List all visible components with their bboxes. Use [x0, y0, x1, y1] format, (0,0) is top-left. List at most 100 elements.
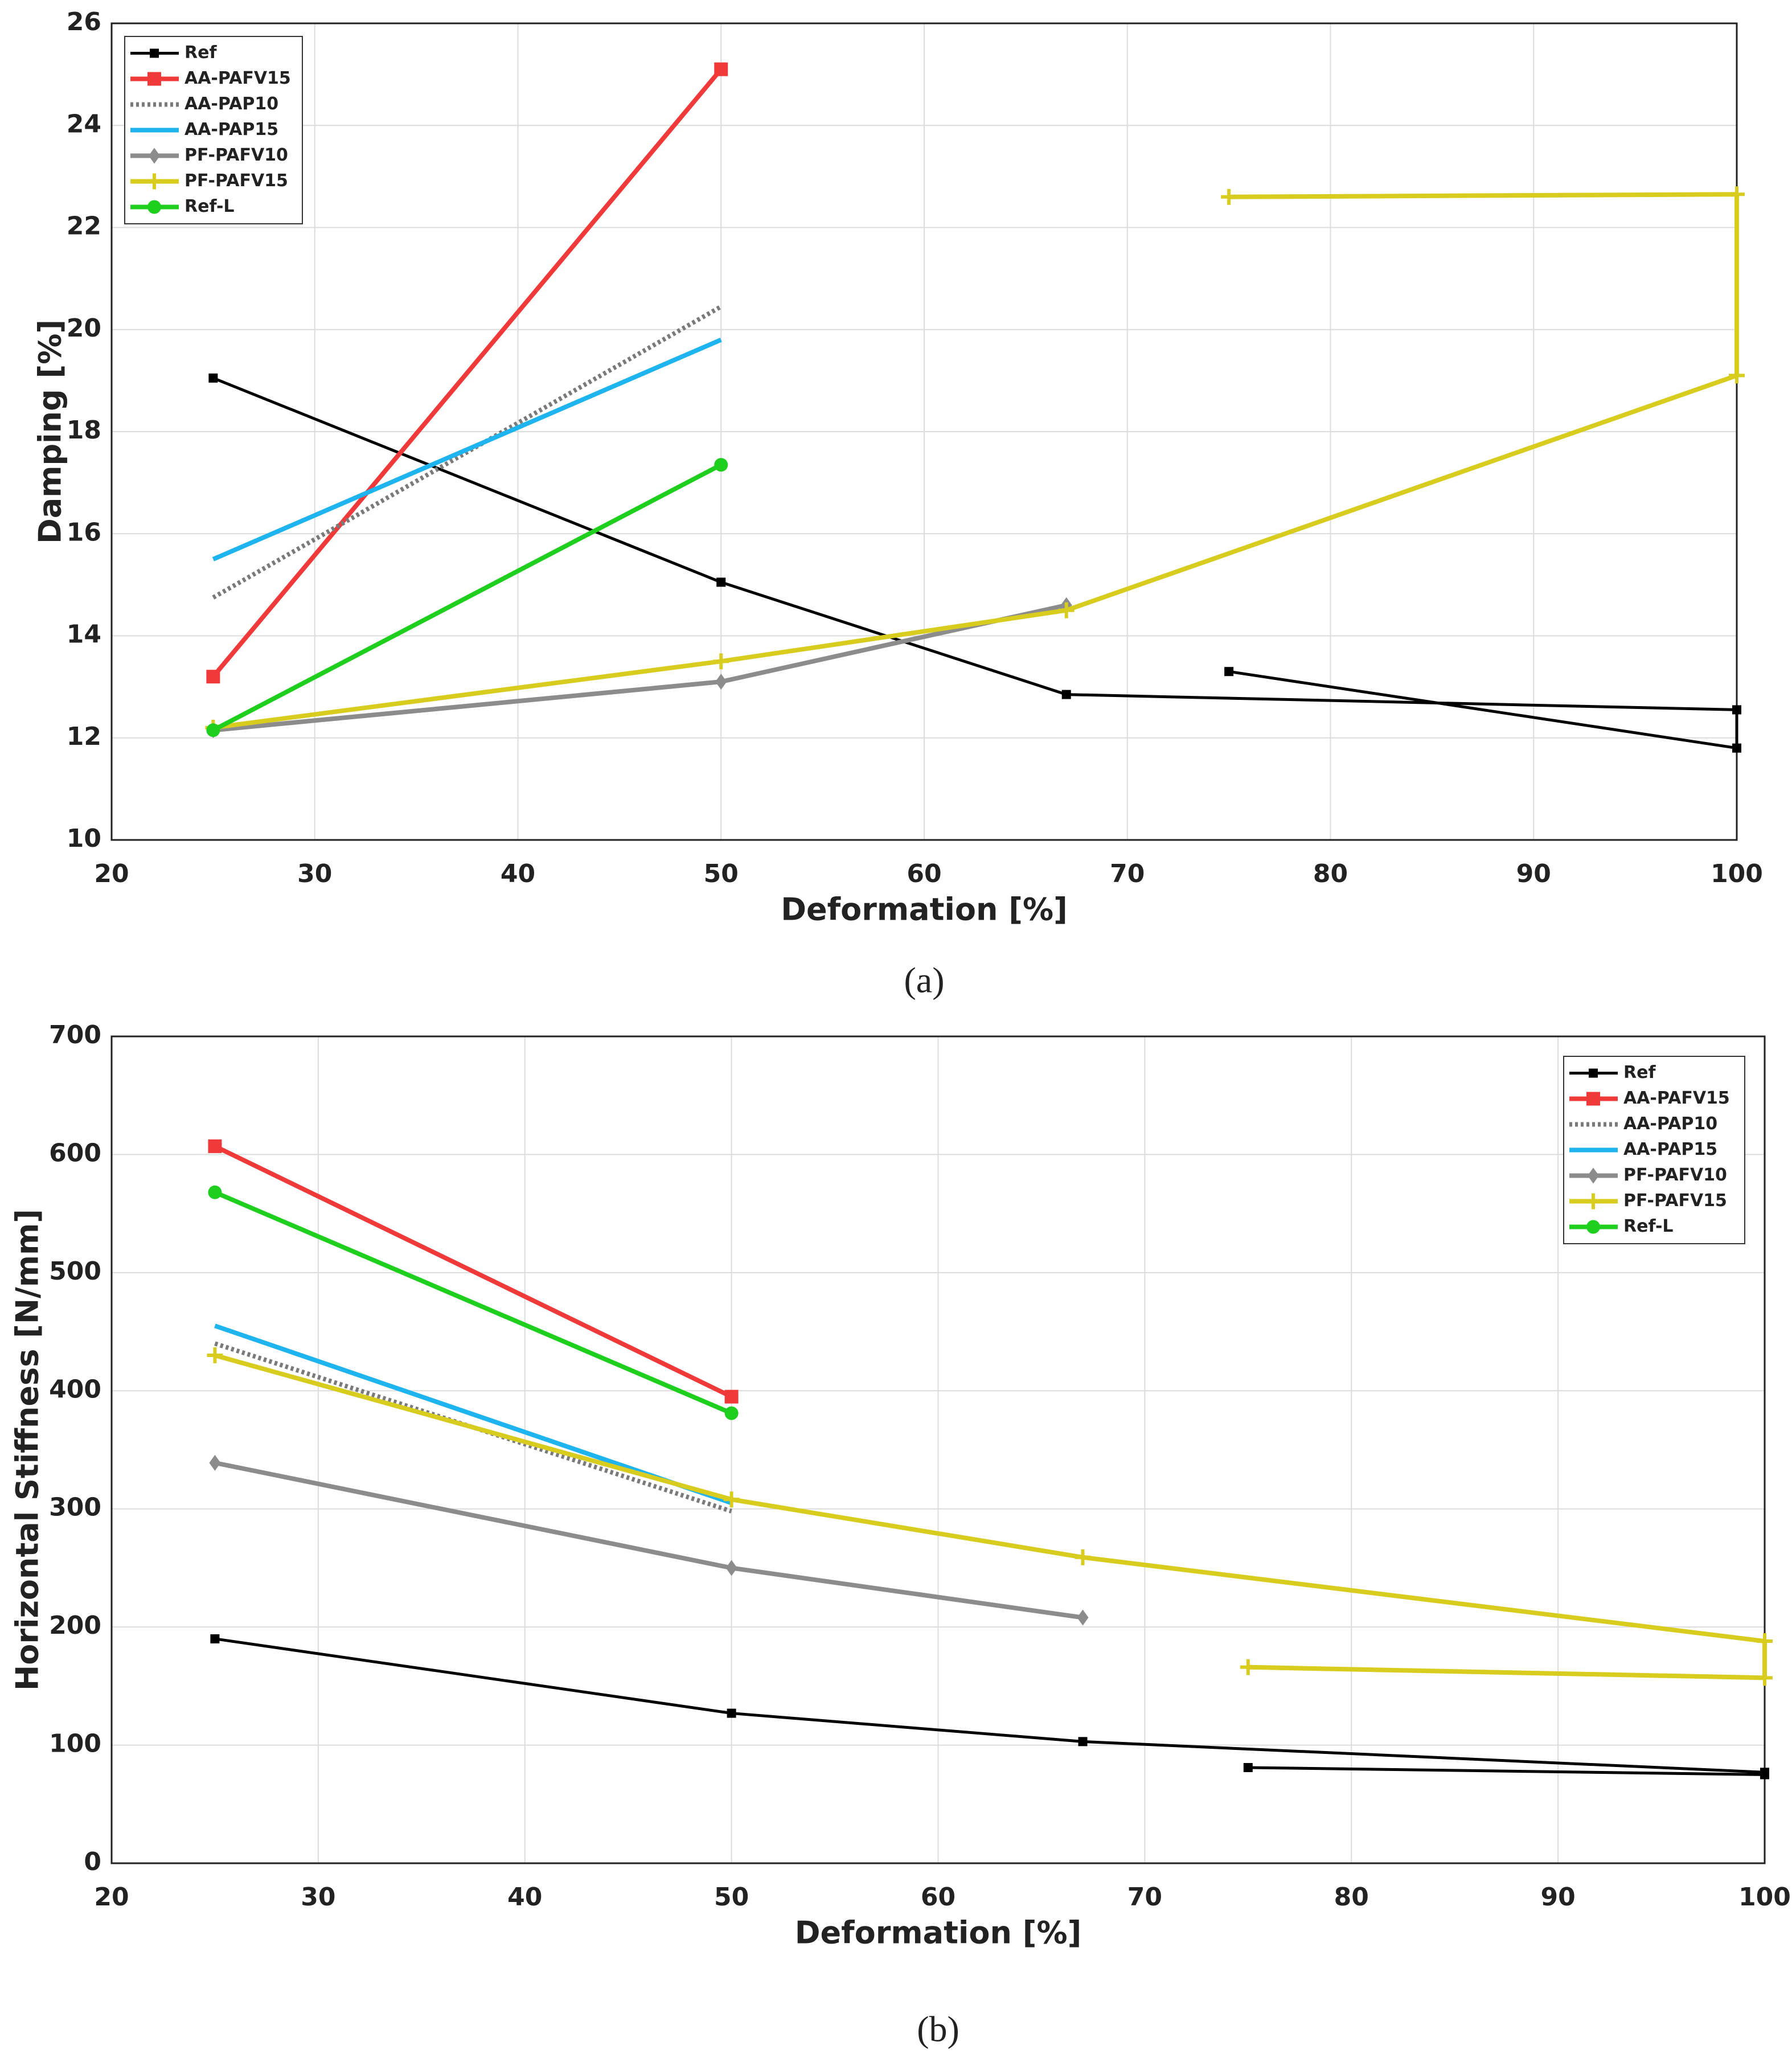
marker [727, 1708, 736, 1718]
marker [723, 1491, 740, 1508]
y-tick-label: 22 [67, 212, 101, 241]
y-axis-label: Damping [%] [32, 319, 68, 544]
y-tick-label: 26 [67, 7, 101, 36]
x-axis-label: Deformation [%] [795, 1915, 1082, 1951]
marker [1240, 1659, 1256, 1675]
series-line [212, 338, 722, 561]
marker [1586, 1220, 1600, 1234]
y-tick-label: 20 [67, 314, 101, 343]
x-tick-label: 70 [1127, 1883, 1162, 1912]
marker [149, 147, 160, 164]
legend-label: Ref [184, 43, 217, 63]
marker [1757, 1670, 1773, 1686]
x-tick-label: 90 [1516, 859, 1551, 888]
marker [716, 577, 726, 587]
marker [1078, 1737, 1088, 1747]
marker [206, 670, 220, 684]
legend-label: AA-PAFV15 [1623, 1088, 1730, 1108]
marker [1075, 1549, 1091, 1565]
x-tick-label: 60 [907, 859, 941, 888]
marker [713, 653, 729, 670]
y-tick-label: 300 [49, 1493, 101, 1522]
marker [1729, 367, 1745, 384]
y-tick-label: 100 [49, 1729, 101, 1758]
x-tick-label: 100 [1738, 1883, 1791, 1912]
marker [208, 1139, 222, 1153]
legend-label: PF-PAFV10 [1623, 1165, 1727, 1185]
series-line [212, 192, 1739, 730]
marker [1729, 186, 1745, 203]
caption: (b) [917, 2009, 959, 2049]
series-line [214, 1353, 1767, 1680]
y-tick-label: 400 [49, 1375, 101, 1404]
marker [1732, 743, 1741, 753]
marker [714, 62, 728, 76]
marker [208, 1185, 222, 1199]
y-tick-label: 14 [67, 620, 101, 649]
y-tick-label: 18 [67, 416, 101, 445]
legend-label: AA-PAP15 [1623, 1139, 1717, 1159]
legend-label: Ref [1623, 1063, 1656, 1083]
y-tick-label: 12 [67, 722, 101, 751]
series-line [214, 1190, 733, 1416]
series-line [211, 68, 723, 678]
marker [150, 48, 159, 58]
marker [1589, 1068, 1598, 1078]
series-line [214, 1144, 733, 1399]
x-tick-label: 50 [704, 859, 739, 888]
marker [209, 1454, 221, 1471]
marker [725, 1560, 737, 1576]
x-tick-label: 30 [301, 1883, 335, 1912]
x-tick-label: 20 [94, 859, 129, 888]
marker [1588, 1167, 1599, 1184]
y-tick-label: 200 [49, 1611, 101, 1640]
marker [147, 72, 161, 86]
x-axis-label: Deformation [%] [781, 892, 1068, 928]
x-tick-label: 60 [921, 1883, 956, 1912]
marker [714, 458, 728, 472]
y-axis-label: Horizontal Stiffness [N/mm] [10, 1209, 46, 1691]
marker [1585, 1193, 1601, 1210]
x-tick-label: 40 [501, 859, 535, 888]
x-tick-label: 90 [1541, 1883, 1576, 1912]
x-tick-label: 40 [507, 1883, 542, 1912]
y-tick-label: 24 [67, 109, 101, 138]
marker [147, 200, 161, 214]
x-tick-label: 20 [94, 1883, 129, 1912]
marker [1224, 667, 1234, 677]
marker [724, 1406, 739, 1420]
marker [210, 1634, 220, 1643]
y-tick-label: 0 [84, 1847, 101, 1876]
marker [146, 173, 162, 190]
legend-label: AA-PAP10 [184, 94, 278, 114]
x-tick-label: 80 [1334, 1883, 1369, 1912]
marker [1221, 188, 1237, 205]
series-line [212, 304, 723, 600]
y-tick-label: 16 [67, 518, 101, 547]
marker [1077, 1609, 1089, 1626]
series-line [214, 1341, 732, 1514]
legend-label: AA-PAFV15 [184, 68, 291, 88]
y-tick-label: 500 [49, 1257, 101, 1286]
legend-label: AA-PAP15 [184, 120, 278, 140]
series-line [212, 376, 1738, 750]
legend-label: PF-PAFV10 [184, 145, 288, 165]
marker [1058, 602, 1075, 618]
x-tick-label: 30 [297, 859, 332, 888]
caption: (a) [904, 960, 944, 1001]
x-tick-label: 70 [1110, 859, 1145, 888]
marker [1757, 1633, 1773, 1650]
legend-label: PF-PAFV15 [1623, 1191, 1727, 1211]
marker [1586, 1092, 1600, 1106]
legend-label: AA-PAP10 [1623, 1114, 1717, 1134]
x-tick-label: 50 [714, 1883, 749, 1912]
y-tick-label: 700 [49, 1020, 101, 1050]
marker [724, 1389, 739, 1404]
marker [1061, 690, 1071, 699]
legend-label: Ref-L [1623, 1216, 1674, 1236]
marker [1243, 1762, 1253, 1772]
x-tick-label: 100 [1711, 859, 1763, 888]
series-line [215, 1637, 1766, 1776]
marker [1760, 1770, 1769, 1780]
